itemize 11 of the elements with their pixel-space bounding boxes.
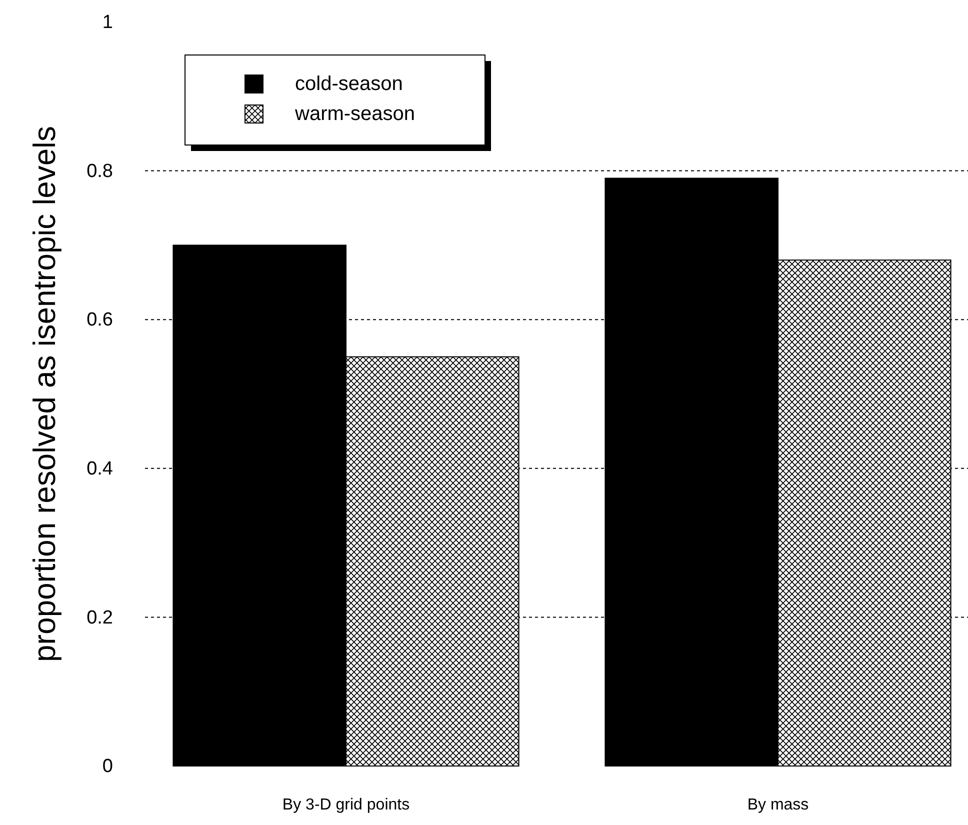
y-tick-label: 1	[102, 12, 113, 34]
y-axis-title: proportion resolved as isentropic levels	[27, 126, 62, 662]
y-tick-label: 0	[102, 756, 113, 778]
y-tick-label: 0.4	[86, 458, 114, 480]
y-tick-label: 0.8	[86, 160, 113, 182]
x-tick-label: By 3-D grid points	[282, 796, 410, 814]
legend-label: cold-season	[295, 73, 403, 95]
y-tick-label: 0.2	[86, 607, 113, 628]
x-tick-label: By mass	[747, 796, 809, 814]
y-tick-label: 0.6	[86, 310, 113, 331]
legend-label: warm-season	[294, 103, 416, 125]
